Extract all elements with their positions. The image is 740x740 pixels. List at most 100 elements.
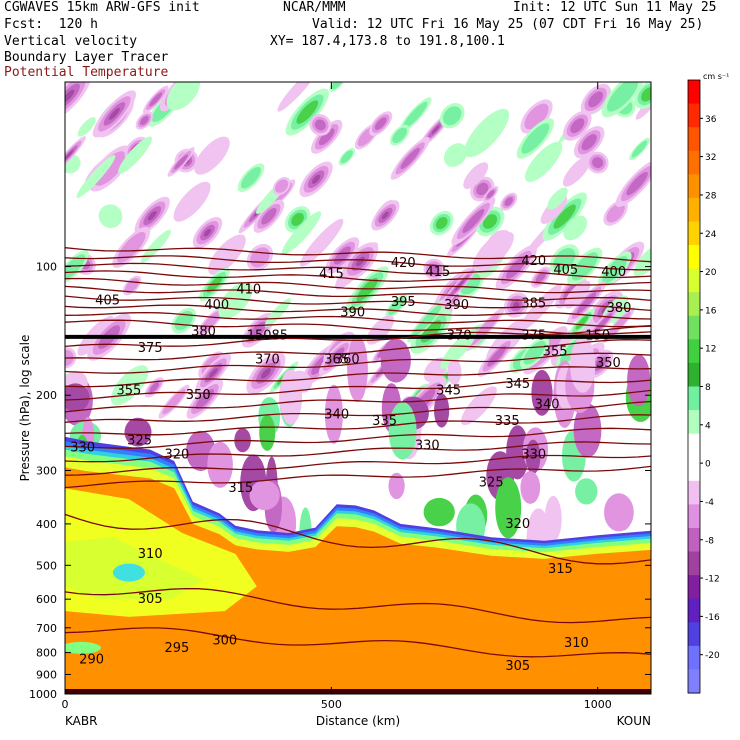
theta-label: 375 (138, 341, 163, 356)
colorbar-swatch (688, 504, 700, 529)
colorbar-swatch (688, 245, 700, 270)
theta-label: 325 (479, 476, 504, 491)
theta-label: 370 (255, 353, 280, 368)
colorbar-swatch (688, 386, 700, 411)
theta-label: 420 (391, 256, 416, 271)
theta-label: 305 (505, 659, 530, 674)
theta-label: 295 (164, 641, 189, 656)
header-model: CGWAVES 15km ARW-GFS init (4, 0, 200, 15)
colorbar-swatch (688, 197, 700, 223)
colorbar-label: -20 (705, 651, 720, 661)
colorbar-swatch (688, 457, 700, 482)
colorbar-label: -16 (705, 613, 720, 623)
colorbar-label: 28 (705, 191, 717, 201)
colorbar-unit: cm s⁻¹ (703, 72, 729, 81)
theta-label: 420 (521, 254, 546, 269)
colorbar-swatch (688, 221, 700, 246)
colorbar-label: -12 (705, 575, 720, 585)
theta-contours (65, 247, 651, 658)
theta-label: 365 (324, 353, 349, 368)
theta-label: 345 (505, 377, 530, 392)
theta-label: 330 (70, 441, 95, 456)
theta-label: 380 (191, 325, 216, 340)
y-tick-label: 1000 (29, 688, 57, 701)
theta-label: 310 (564, 636, 589, 651)
theta-label: 335 (372, 414, 397, 429)
theta-label: 385 (521, 297, 546, 312)
theta-label: 335 (495, 414, 520, 429)
colorbar-swatch (688, 527, 700, 553)
theta-label: 315 (228, 481, 253, 496)
colorbar-swatch (688, 622, 700, 647)
theta-label: 355 (116, 384, 141, 399)
colorbar-swatch (688, 598, 700, 623)
colorbar-swatch (688, 292, 700, 317)
colorbar-swatch (688, 575, 700, 600)
theta-label: 375 (521, 329, 546, 344)
colorbar-swatch (688, 150, 700, 175)
plot-frame (64, 81, 652, 695)
header-field-vv: Vertical velocity (4, 34, 138, 49)
theta-labels: 330 325 320 315 310 305 290 295 300 305 310 315 320 3… (70, 254, 631, 674)
y-tick-label: 100 (36, 261, 57, 274)
theta-label: 330 (521, 447, 546, 462)
theta-label: 350 (596, 356, 621, 371)
colorbar-swatch (688, 103, 700, 128)
theta-label: 415 (425, 265, 450, 280)
theta-label: 320 (164, 447, 189, 462)
theta-label: 315 (548, 562, 573, 577)
y-tick-label: 400 (36, 518, 57, 531)
y-tick-label: 500 (36, 559, 57, 572)
theta-label: 355 (543, 345, 568, 360)
theta-label: 310 (138, 547, 163, 562)
plot-area: 330 325 320 315 310 305 290 295 300 305 310 315 320 3… (65, 82, 651, 694)
theta-label: 405 (95, 293, 120, 308)
theta-label: 395 (391, 295, 416, 310)
theta-label: 340 (535, 397, 560, 412)
theta-label: 400 (204, 298, 229, 313)
x-left-endpoint: KABR (65, 714, 97, 728)
colorbar-swatch (688, 410, 700, 435)
header-fcst: Fcst: 120 h (4, 17, 98, 32)
colorbar-swatch (688, 80, 700, 105)
y-tick-label: 200 (36, 389, 57, 402)
theta-label: 400 (601, 265, 626, 280)
x-axis: 0 500 1000 (62, 82, 612, 711)
colorbar-label: 8 (705, 383, 711, 393)
theta-label: 345 (436, 384, 461, 399)
theta-label: 390 (444, 298, 469, 313)
colorbar-swatch (688, 174, 700, 199)
colorbar-swatch (688, 127, 700, 152)
y-tick-label: 700 (36, 622, 57, 635)
colorbar-label: 12 (705, 345, 716, 355)
colorbar-label: -8 (705, 536, 714, 546)
x-axis-label: Distance (km) (316, 714, 400, 728)
x-tick-label: 500 (321, 698, 342, 711)
y-tick-label: 900 (36, 668, 57, 681)
y-tick-label: 300 (36, 465, 57, 478)
x-right-endpoint: KOUN (617, 714, 651, 728)
x-tick-label: 1000 (584, 698, 612, 711)
theta-label: 325 (127, 433, 152, 448)
colorbar-swatch (688, 339, 700, 364)
colorbar-swatch (688, 551, 700, 576)
colorbar-label: 32 (705, 153, 716, 163)
colorbar: 36 32 28 24 20 16 12 8 4 0 -4 -8 -12 -16 -20 cm s⁻¹ (687, 72, 729, 694)
theta-label: 350 (186, 388, 211, 403)
colorbar-label: 16 (705, 306, 717, 316)
y-tick-label: 800 (36, 647, 57, 660)
header-org: NCAR/MMM (283, 0, 346, 15)
colorbar-label: 20 (705, 268, 717, 278)
theta-label: 415 (319, 267, 344, 282)
theta-label: 340 (324, 408, 349, 423)
colorbar-label: -4 (705, 498, 714, 508)
theta-label: 380 (607, 301, 632, 316)
header-field-tracer: Boundary Layer Tracer (4, 50, 169, 65)
theta-label: 370 (447, 329, 472, 344)
colorbar-label: 4 (705, 421, 711, 431)
theta-label: 300 (212, 634, 237, 649)
header-valid: Valid: 12 UTC Fri 16 May 25 (07 CDT Fri … (312, 17, 704, 32)
colorbar-swatch (688, 669, 700, 694)
theta-label: 15085 (247, 329, 288, 344)
